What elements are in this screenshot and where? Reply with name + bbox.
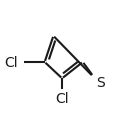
Text: Cl: Cl — [4, 55, 18, 69]
Text: S: S — [96, 75, 105, 89]
Text: Cl: Cl — [55, 92, 69, 106]
